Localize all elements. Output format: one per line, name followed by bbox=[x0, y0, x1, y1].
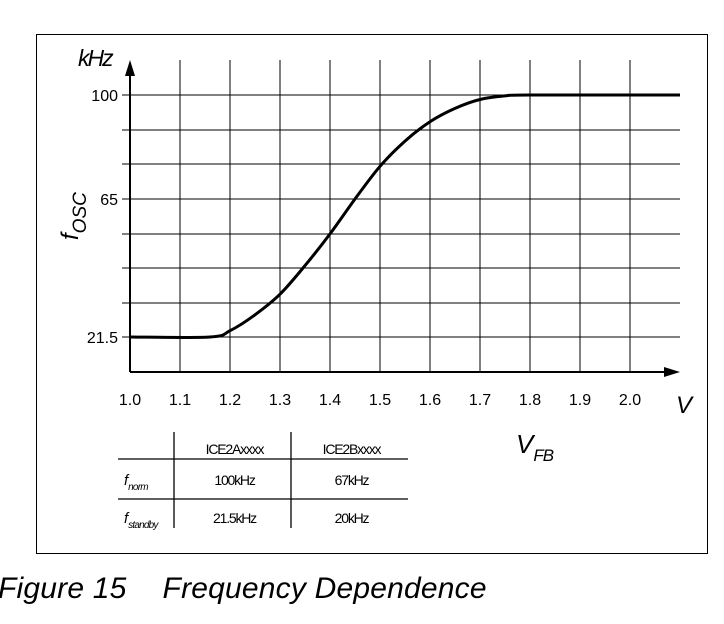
table-header-ice2a: ICE2Axxxx bbox=[205, 441, 265, 457]
table-row-label-fnorm: fnorm bbox=[124, 472, 174, 493]
x-tick-label: 1.1 bbox=[169, 392, 191, 409]
y-tick-labels: 21.5 65 100 bbox=[87, 88, 118, 347]
grid-lines bbox=[122, 60, 680, 372]
x-tick-label: 1.2 bbox=[219, 392, 241, 409]
table-lines bbox=[118, 432, 408, 528]
y-tick-label: 65 bbox=[100, 192, 118, 209]
table-row-label-fstandby: fstandby bbox=[124, 510, 180, 531]
figure-title: Frequency Dependence bbox=[162, 572, 487, 605]
chart-frame bbox=[36, 34, 708, 554]
table-cell-fstandby-ice2a: 21.5kHz bbox=[213, 510, 257, 526]
y-tick-label: 21.5 bbox=[87, 330, 118, 347]
y-axis-arrow bbox=[125, 60, 135, 76]
frequency-table: ICE2Axxxx ICE2Bxxxx fnorm 100kHz 67kHz f… bbox=[118, 432, 410, 531]
x-title-main: V bbox=[516, 429, 536, 459]
fnorm-sub: norm bbox=[128, 482, 148, 493]
x-tick-label: 1.6 bbox=[419, 392, 441, 409]
y-tick-label: 100 bbox=[91, 88, 118, 105]
fnorm-main: f bbox=[124, 472, 129, 489]
table-cell-fnorm-ice2a: 100kHz bbox=[214, 472, 255, 488]
x-tick-label: 1.5 bbox=[369, 392, 391, 409]
x-tick-label: 1.8 bbox=[519, 392, 541, 409]
y-title-main: f bbox=[57, 231, 84, 240]
x-tick-label: 1.9 bbox=[569, 392, 591, 409]
x-tick-label: 1.0 bbox=[119, 392, 141, 409]
x-tick-label: 1.4 bbox=[319, 392, 341, 409]
y-axis-title: fOSC bbox=[57, 192, 91, 240]
table-header-ice2b: ICE2Bxxxx bbox=[322, 441, 382, 457]
x-tick-label: 1.3 bbox=[269, 392, 291, 409]
x-axis-title: VFB bbox=[516, 429, 554, 465]
table-cell-fstandby-ice2b: 20kHz bbox=[334, 510, 370, 526]
x-axis-arrow bbox=[664, 367, 680, 377]
fstandby-main: f bbox=[124, 510, 129, 527]
x-tick-labels: 1.0 1.1 1.2 1.3 1.4 1.5 1.6 1.7 1.8 1.9 2.0 bbox=[119, 392, 641, 409]
x-tick-label: 2.0 bbox=[619, 392, 641, 409]
y-unit-label: kHz bbox=[78, 45, 114, 71]
x-tick-label: 1.7 bbox=[469, 392, 491, 409]
y-title-sub: OSC bbox=[70, 192, 91, 233]
axes bbox=[125, 60, 680, 377]
svg-text:fOSC: fOSC bbox=[57, 192, 91, 240]
x-unit-label: V bbox=[676, 392, 694, 419]
x-title-sub: FB bbox=[533, 446, 553, 465]
figure-number: Figure 15 bbox=[0, 572, 127, 605]
figure-caption: Figure 15 Frequency Dependence bbox=[0, 572, 487, 606]
table-cell-fnorm-ice2b: 67kHz bbox=[334, 472, 370, 488]
fstandby-sub: standby bbox=[128, 520, 158, 531]
frequency-curve bbox=[129, 93, 681, 339]
